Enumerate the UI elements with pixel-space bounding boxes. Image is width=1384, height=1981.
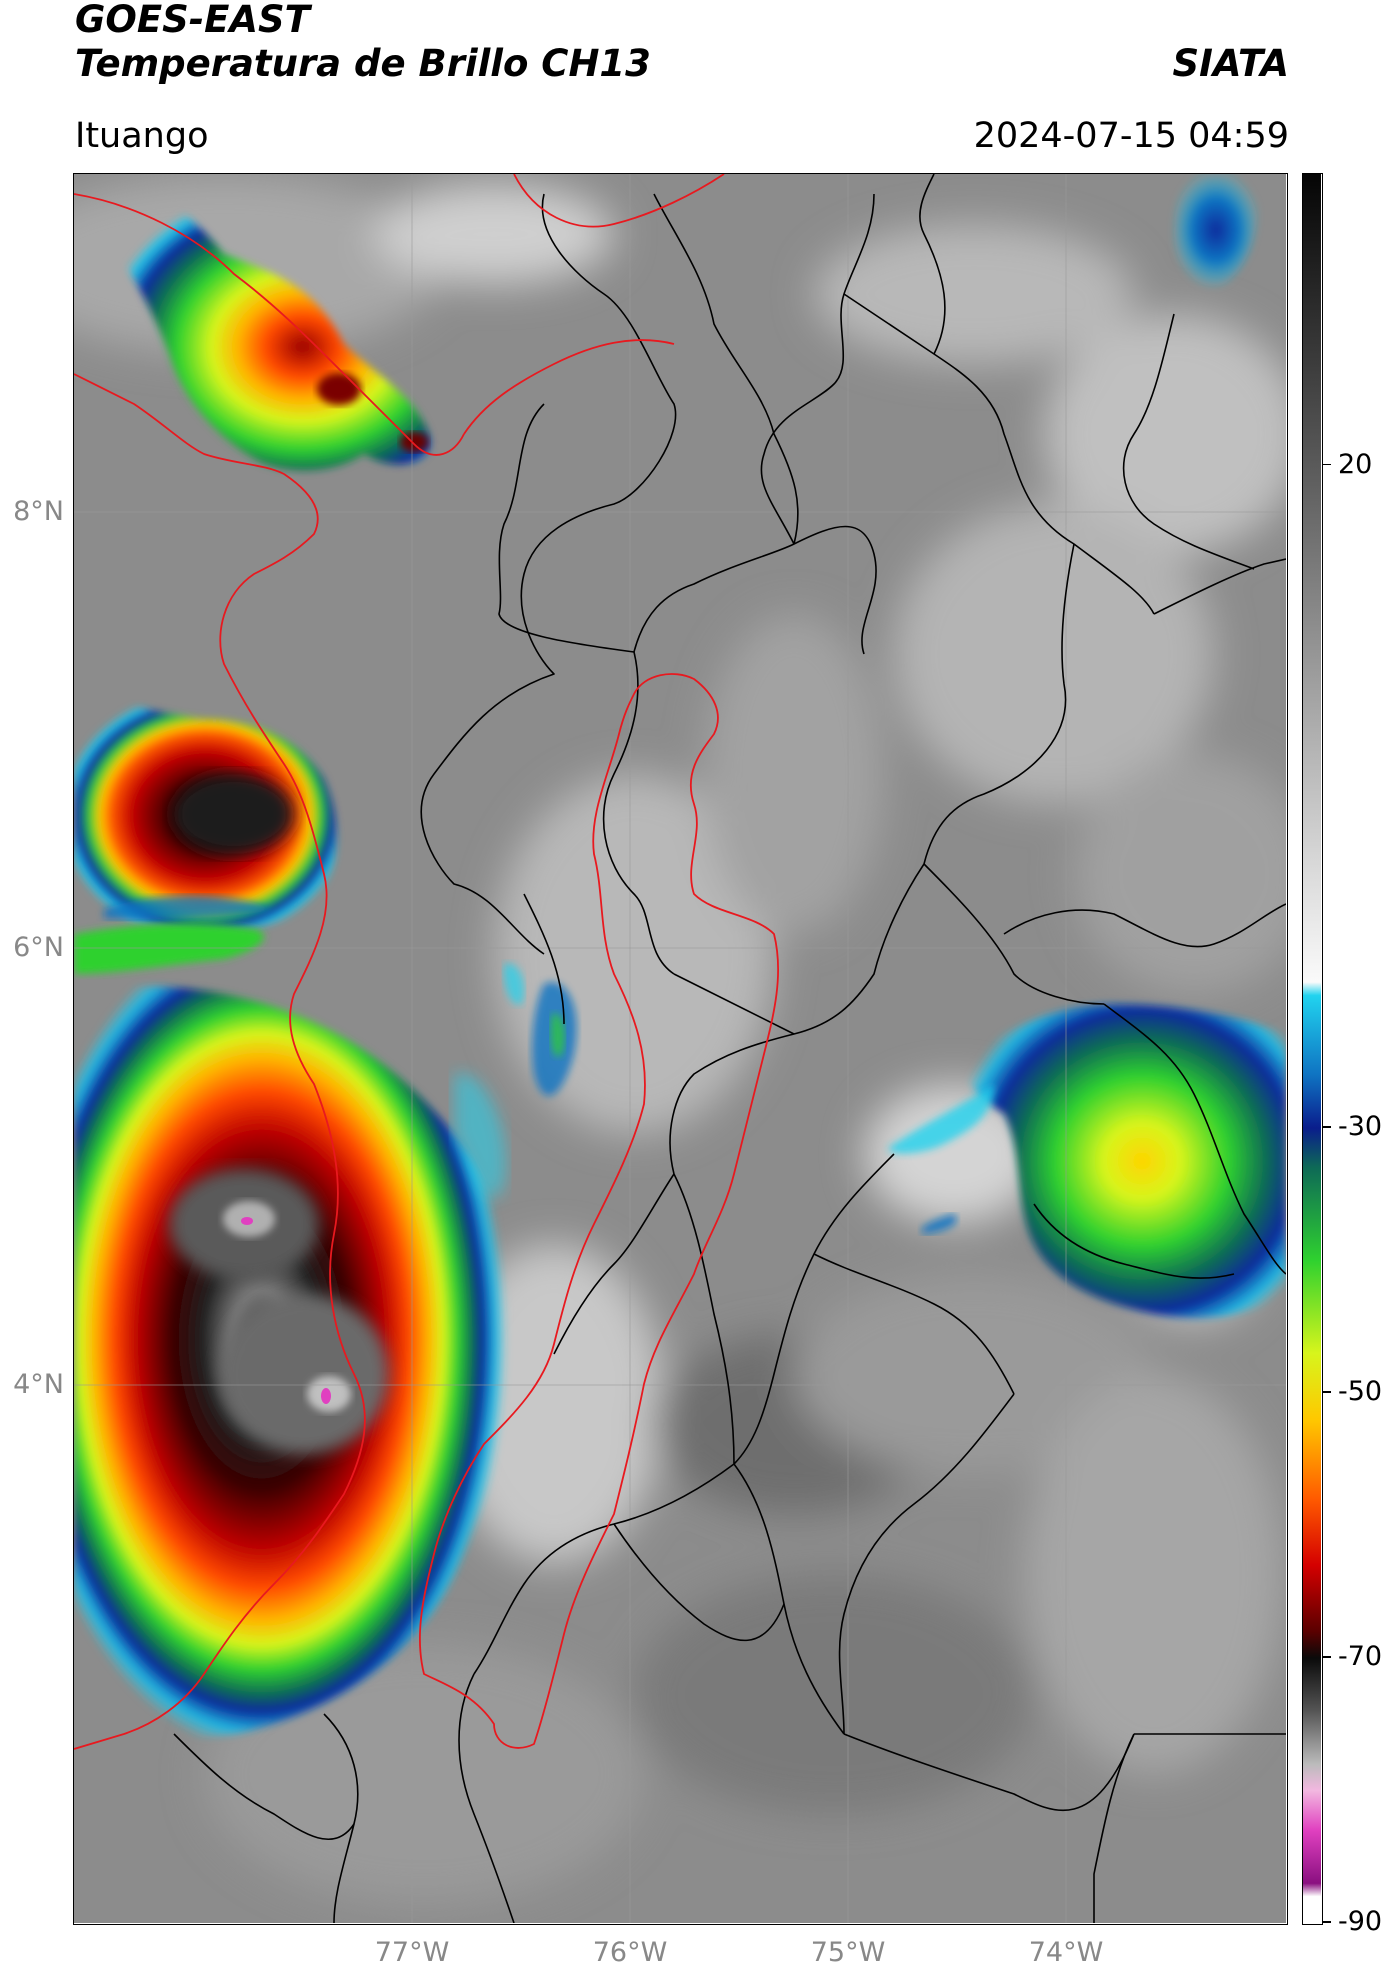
colorbar-tick-mark xyxy=(1323,1921,1331,1923)
sw-storm-coldest-1 xyxy=(241,1217,253,1225)
lat-label-4n: 4°N xyxy=(13,1369,64,1400)
lat-label-8n: 8°N xyxy=(13,496,64,527)
colorbar-tick-mark xyxy=(1323,463,1331,465)
colorbar-tick-label: -70 xyxy=(1338,1641,1383,1672)
e-storm-shape xyxy=(965,1004,1286,1318)
satellite-map[interactable] xyxy=(73,173,1288,1925)
nw-storm-core xyxy=(317,373,361,405)
lon-label-77w: 77°W xyxy=(374,1937,450,1968)
ne-cell-shape xyxy=(1174,174,1258,286)
gridlines xyxy=(74,174,1286,1923)
colorbar-fill xyxy=(1303,174,1321,1923)
w-storm-tail xyxy=(74,923,264,974)
colorbar-tick-mark xyxy=(1323,1126,1331,1128)
lat-label-6n: 6°N xyxy=(13,932,64,963)
colorbar-tick-label: -90 xyxy=(1338,1906,1383,1937)
lon-label-75w: 75°W xyxy=(810,1937,886,1968)
colorbar-tick-label: 20 xyxy=(1338,448,1373,480)
colorbar-tick-mark xyxy=(1323,1656,1331,1658)
colorbar-gradient xyxy=(1303,174,1321,1923)
colorbar-tick-mark xyxy=(1323,1391,1331,1393)
location-label: Ituango xyxy=(75,116,209,156)
lon-label-76w: 76°W xyxy=(592,1937,668,1968)
coastline-red xyxy=(74,174,725,1750)
map-canvas xyxy=(74,174,1286,1923)
timestamp-label: 2024-07-15 04:59 xyxy=(973,116,1289,156)
cloud-texture-layer xyxy=(74,174,1286,1904)
colorbar-tick-label: -30 xyxy=(1338,1111,1383,1142)
chart-subtitle: Temperatura de Brillo CH13 xyxy=(75,42,651,85)
colorbar-tick-label: -50 xyxy=(1338,1376,1383,1407)
basin-outline xyxy=(419,673,779,1749)
chart-title: GOES-EAST xyxy=(75,0,310,41)
colorbar xyxy=(1302,173,1323,1925)
admin-borders xyxy=(173,174,1286,1923)
lon-label-74w: 74°W xyxy=(1028,1937,1104,1968)
organization-label: SIATA xyxy=(1172,42,1289,85)
cloud-systems xyxy=(74,174,1286,1738)
sw-storm-coldest-2 xyxy=(321,1388,331,1404)
